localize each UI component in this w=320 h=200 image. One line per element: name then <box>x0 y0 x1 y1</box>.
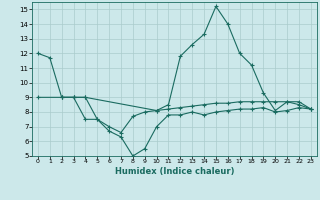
X-axis label: Humidex (Indice chaleur): Humidex (Indice chaleur) <box>115 167 234 176</box>
